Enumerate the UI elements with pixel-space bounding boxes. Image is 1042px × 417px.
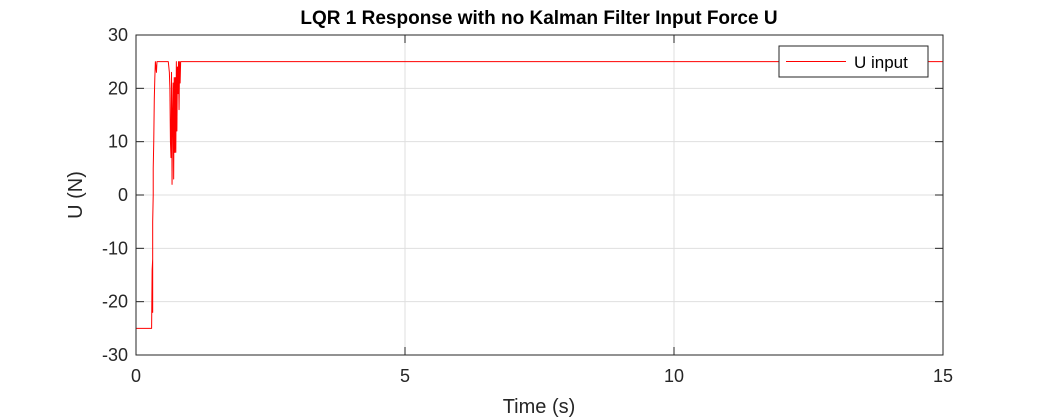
y-tick-label: -30 xyxy=(102,345,128,365)
x-axis-label: Time (s) xyxy=(503,396,576,417)
x-tick-label: 5 xyxy=(400,366,410,386)
y-tick-label: -10 xyxy=(102,238,128,258)
grid-lines xyxy=(136,35,943,355)
y-tick-label: 20 xyxy=(108,78,128,98)
y-tick-label: -20 xyxy=(102,292,128,312)
x-tick-label: 10 xyxy=(664,366,684,386)
legend-label-u-input: U input xyxy=(854,53,908,72)
x-tick-label: 15 xyxy=(933,366,953,386)
series-layer xyxy=(136,61,943,329)
y-axis-label: U (N) xyxy=(65,171,87,219)
y-tick-label: 10 xyxy=(108,132,128,152)
axis-ticks xyxy=(135,34,944,356)
axis-tick-labels: 0 5 10 15 30 20 10 0 -10 -20 -30 xyxy=(102,25,953,386)
chart-title: LQR 1 Response with no Kalman Filter Inp… xyxy=(300,8,777,29)
x-tick-label: 0 xyxy=(131,366,141,386)
series-line-u-input xyxy=(136,61,943,329)
legend: U input xyxy=(778,45,929,78)
y-tick-label: 30 xyxy=(108,25,128,45)
y-tick-label: 0 xyxy=(118,185,128,205)
